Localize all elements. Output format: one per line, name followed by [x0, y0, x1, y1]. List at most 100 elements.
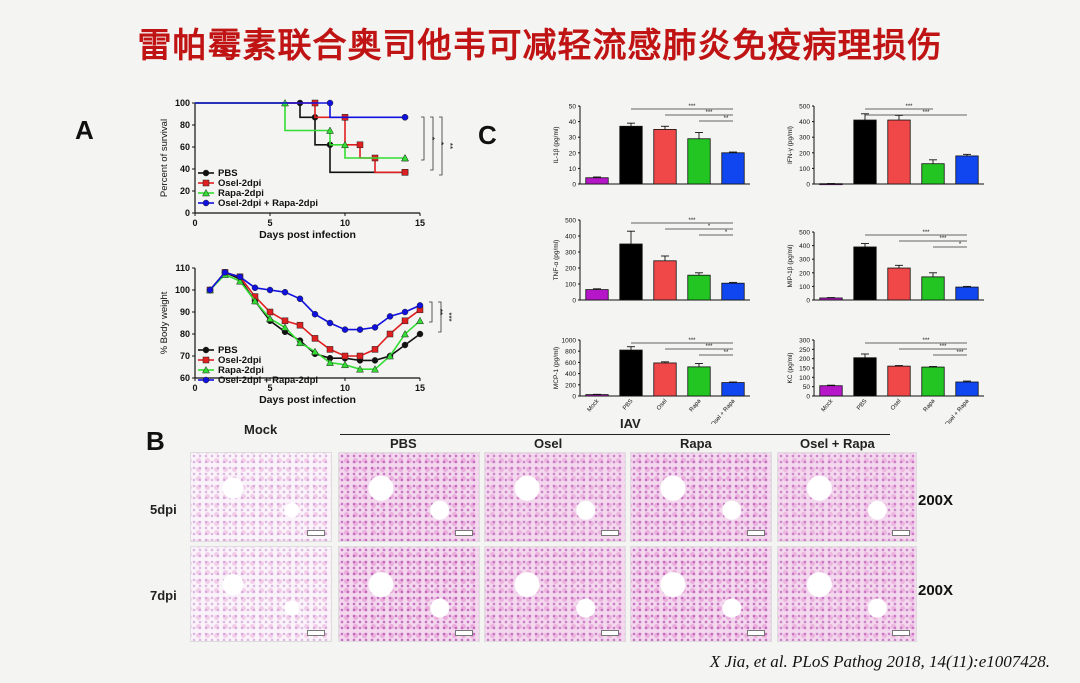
- data-point: [356, 326, 364, 333]
- significance-bracket: [429, 301, 433, 323]
- y-tick-label: 60: [180, 142, 190, 152]
- data-point: [401, 329, 409, 338]
- y-tick-label: 50: [569, 104, 577, 111]
- y-tick-label: 200: [565, 266, 576, 273]
- data-point: [281, 317, 289, 325]
- y-axis-title: KC (pg/ml): [787, 352, 794, 383]
- data-point: [341, 326, 349, 333]
- histology-image-5dpi-2: [484, 452, 626, 542]
- x-tick-label: Osel + Rapa: [944, 398, 971, 424]
- legend-marker: [202, 188, 210, 197]
- y-tick-label: 40: [569, 119, 577, 126]
- y-tick-label: 800: [565, 349, 576, 356]
- histo-col-rapa: Rapa: [680, 436, 712, 451]
- bar-pbs: [853, 119, 877, 185]
- y-tick-label: 300: [799, 338, 810, 345]
- legend-label: Osel-2dpi + Rapa-2dpi: [218, 375, 318, 386]
- data-point: [311, 310, 319, 318]
- significance-label: ***: [688, 218, 696, 224]
- panel-label-b: B: [146, 426, 165, 456]
- bar-osel-rapa: [955, 286, 979, 301]
- kc-bar-chart: 0 50 100 150 200 250 300 KC (pg/ml) Mock PBS Osel R…: [787, 338, 984, 424]
- data-point: [311, 347, 319, 355]
- data-point: [356, 352, 364, 360]
- x-tick-label: Osel: [890, 398, 903, 411]
- data-point: [401, 114, 409, 121]
- significance-label: ***: [705, 344, 713, 350]
- page-title: 雷帕霉素联合奥司他韦可减轻流感肺炎免疫病理损伤: [137, 26, 943, 66]
- data-point: [401, 308, 409, 316]
- data-point: [401, 169, 409, 176]
- bar-mock: [819, 297, 843, 301]
- legend-label: Rapa-2dpi: [218, 365, 264, 376]
- y-tick-label: 100: [175, 285, 190, 295]
- data-point: [401, 317, 409, 325]
- ifng-bar-chart: 0 100 200 300 400 500 IFN-γ (pg/ml) *** ***: [787, 104, 984, 189]
- significance-label: ***: [705, 110, 713, 116]
- histology-image-7dpi-2: [484, 546, 626, 642]
- data-point: [236, 277, 244, 285]
- bar-pbs: [853, 246, 877, 301]
- x-tick-label: 10: [340, 218, 350, 228]
- bar-mock: [819, 385, 843, 397]
- x-tick-label: Mock: [821, 398, 835, 414]
- histo-mag-5dpi: 200X: [918, 492, 954, 509]
- y-axis-title: IL-1β (pg/ml): [553, 127, 560, 164]
- scale-bar: [307, 530, 325, 536]
- data-point: [371, 324, 379, 331]
- series-2: [195, 98, 409, 162]
- y-tick-label: 250: [799, 347, 810, 354]
- series-1: [195, 99, 409, 176]
- x-tick-label: Rapa: [923, 398, 937, 413]
- x-tick-label: 5: [267, 383, 272, 393]
- y-tick-label: 0: [572, 298, 576, 305]
- y-tick-label: 80: [180, 120, 190, 130]
- significance-label: ***: [922, 110, 930, 116]
- data-point: [266, 286, 274, 294]
- y-tick-label: 200: [799, 270, 810, 277]
- histology-image-5dpi-3: [630, 452, 772, 542]
- x-axis-title: Days post infection: [259, 394, 356, 406]
- legend-label: Rapa-2dpi: [218, 188, 264, 199]
- legend-label: Osel-2dpi + Rapa-2dpi: [218, 198, 318, 209]
- significance-label: ***: [688, 338, 696, 344]
- data-point: [356, 365, 364, 373]
- data-point: [371, 357, 379, 364]
- y-tick-label: 100: [799, 375, 810, 382]
- x-tick-label: 15: [415, 218, 425, 228]
- series-3: [195, 99, 409, 121]
- histo-col-osel-rapa: Osel + Rapa: [800, 436, 875, 451]
- y-tick-label: 100: [799, 284, 810, 291]
- data-point: [326, 99, 334, 107]
- data-point: [341, 352, 349, 360]
- y-axis-title: MCP-1 (pg/ml): [553, 347, 560, 389]
- legend-marker: [202, 376, 210, 384]
- histo-col-osel: Osel: [534, 436, 563, 451]
- y-tick-label: 30: [569, 135, 577, 142]
- series-0: [195, 99, 409, 176]
- significance-label: *: [436, 142, 445, 145]
- x-tick-label: Osel: [656, 398, 669, 411]
- y-tick-label: 80: [180, 329, 190, 339]
- data-point: [296, 338, 304, 347]
- x-tick-label: PBS: [622, 398, 634, 411]
- significance-label: ***: [444, 312, 453, 321]
- scale-bar: [747, 630, 765, 636]
- legend-label: PBS: [218, 168, 238, 179]
- x-tick-label: 0: [192, 218, 197, 228]
- y-tick-label: 100: [799, 166, 810, 173]
- histology-image-5dpi-4: [777, 452, 917, 542]
- data-point: [416, 330, 424, 338]
- y-tick-label: 70: [180, 351, 190, 361]
- histology-image-7dpi-4: [777, 546, 917, 642]
- x-tick-label: Rapa: [689, 398, 703, 413]
- y-tick-label: 400: [799, 243, 810, 250]
- legend-marker: [202, 346, 210, 354]
- significance-label: *: [959, 242, 962, 248]
- significance-label: ***: [688, 104, 696, 110]
- bar-rapa: [921, 366, 945, 397]
- scale-bar: [455, 630, 473, 636]
